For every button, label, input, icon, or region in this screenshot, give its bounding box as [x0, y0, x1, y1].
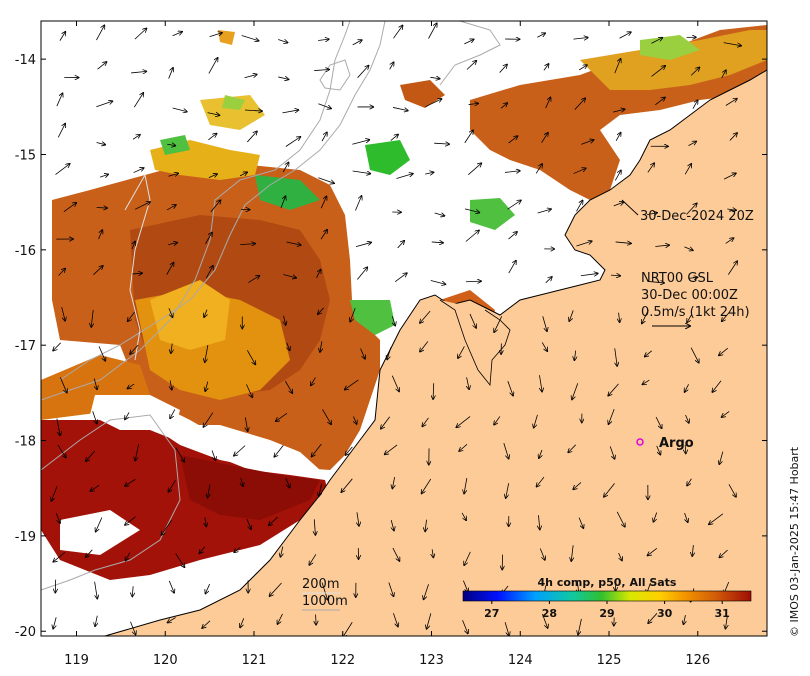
credit-text: © IMOS 03-Jan-2025 15:47 Hobart [788, 446, 801, 637]
colorbar-title: 4h comp, p50, All Sats [538, 576, 677, 589]
colorbar-tick-label: 29 [599, 607, 614, 620]
colorbar-tick-label: 30 [657, 607, 673, 620]
y-tick-label: -16 [15, 244, 36, 259]
x-tick-label: 121 [242, 653, 267, 668]
x-tick-label: 126 [685, 653, 710, 668]
colorbar-gradient [463, 591, 751, 601]
x-tick-label: 119 [64, 653, 89, 668]
current-time-label: 30-Dec 00:00Z [641, 288, 738, 303]
x-tick-label: 120 [153, 653, 178, 668]
colorbar-tick-label: 31 [715, 607, 730, 620]
contour-1000-label: 1000m [302, 594, 348, 609]
colorbar-tick-label: 27 [484, 607, 499, 620]
colorbar-tick-label: 28 [542, 607, 557, 620]
x-tick-label: 124 [508, 653, 533, 668]
y-tick-label: -15 [15, 148, 36, 163]
current-model-label: NRT00 GSL [641, 271, 714, 286]
x-tick-label: 125 [597, 653, 622, 668]
argo-label: Argo [659, 436, 694, 451]
x-tick-label: 123 [419, 653, 444, 668]
timestamp-label: 30-Dec-2024 20Z [640, 209, 754, 224]
x-tick-label: 122 [330, 653, 355, 668]
y-tick-label: -19 [15, 530, 36, 545]
contour-200-label: 200m [302, 577, 339, 592]
y-tick-label: -17 [15, 339, 36, 354]
y-tick-label: -18 [15, 435, 36, 450]
y-tick-label: -14 [15, 53, 36, 68]
current-vector [97, 208, 108, 209]
y-tick-label: -20 [15, 625, 36, 640]
scale-label: 0.5m/s (1kt 24h) [641, 305, 750, 320]
